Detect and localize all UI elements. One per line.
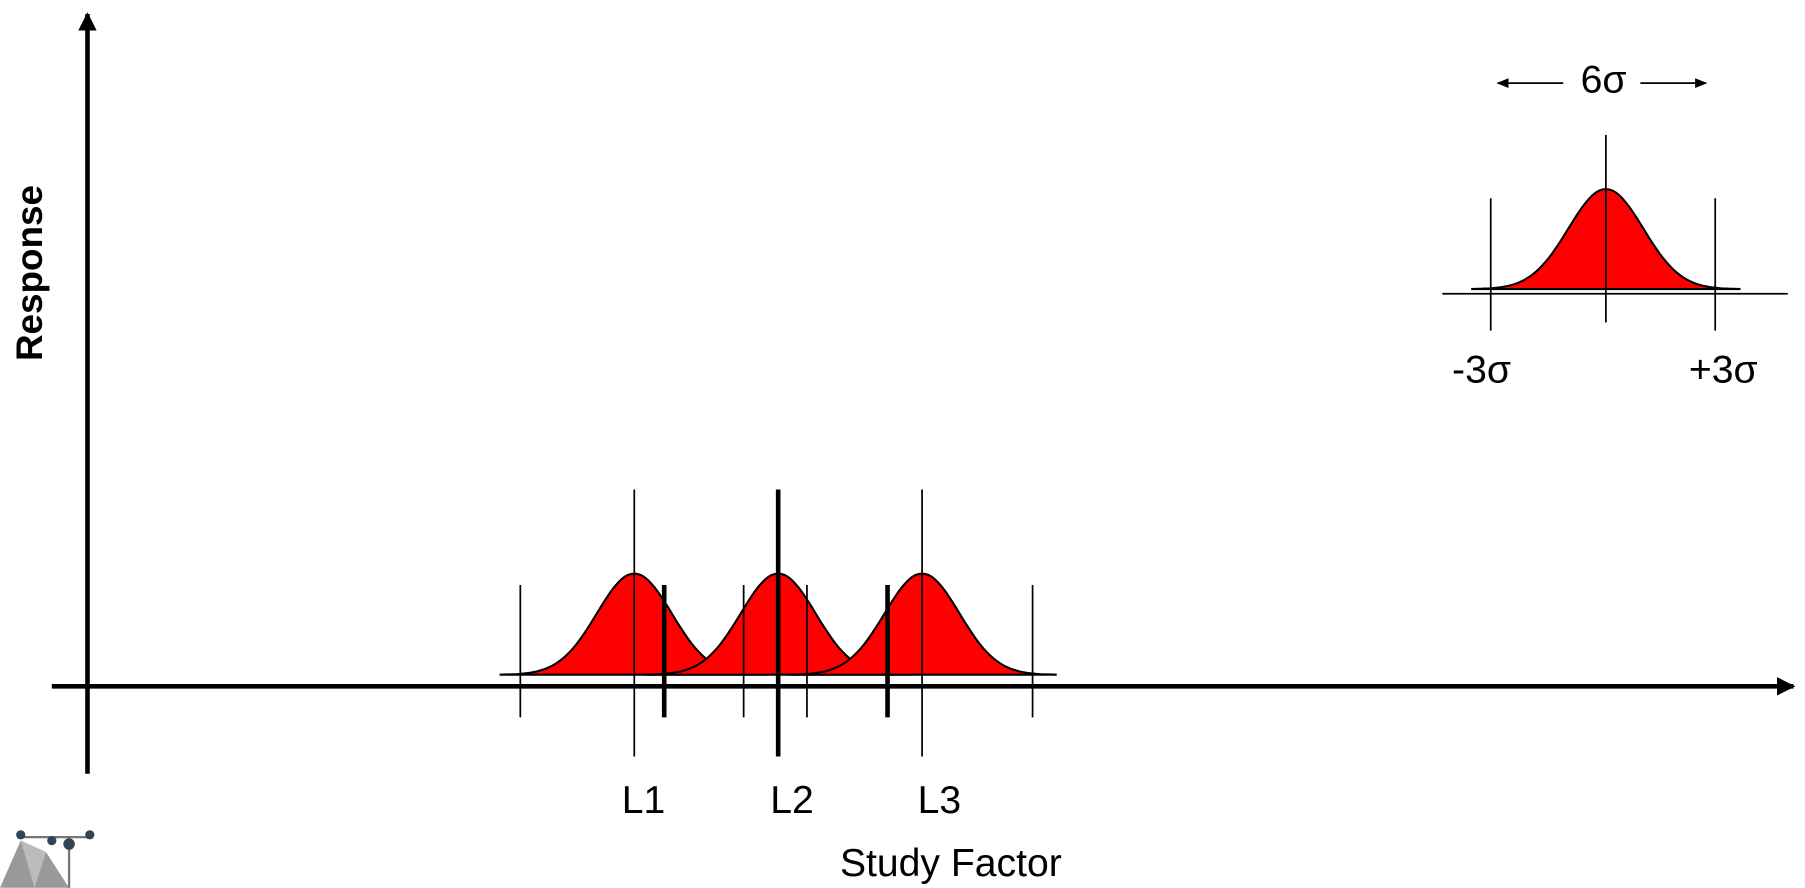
level-label: L1: [622, 779, 666, 822]
right-label: +3σ: [1689, 348, 1758, 391]
x-axis-label: Study Factor: [840, 842, 1062, 885]
page: 6σ -3σ +3σ L1 L2 L3 Study Factor Respons…: [0, 0, 1805, 888]
level-label: L3: [918, 779, 962, 822]
logo: [0, 830, 94, 888]
width-label: 6σ: [1581, 58, 1627, 101]
distributions: [500, 189, 1741, 675]
y-axis-label: Response: [9, 185, 50, 361]
level-label: L2: [770, 779, 814, 822]
left-label: -3σ: [1452, 348, 1511, 391]
diagram: 6σ -3σ +3σ L1 L2 L3 Study Factor Respons…: [0, 0, 1805, 888]
